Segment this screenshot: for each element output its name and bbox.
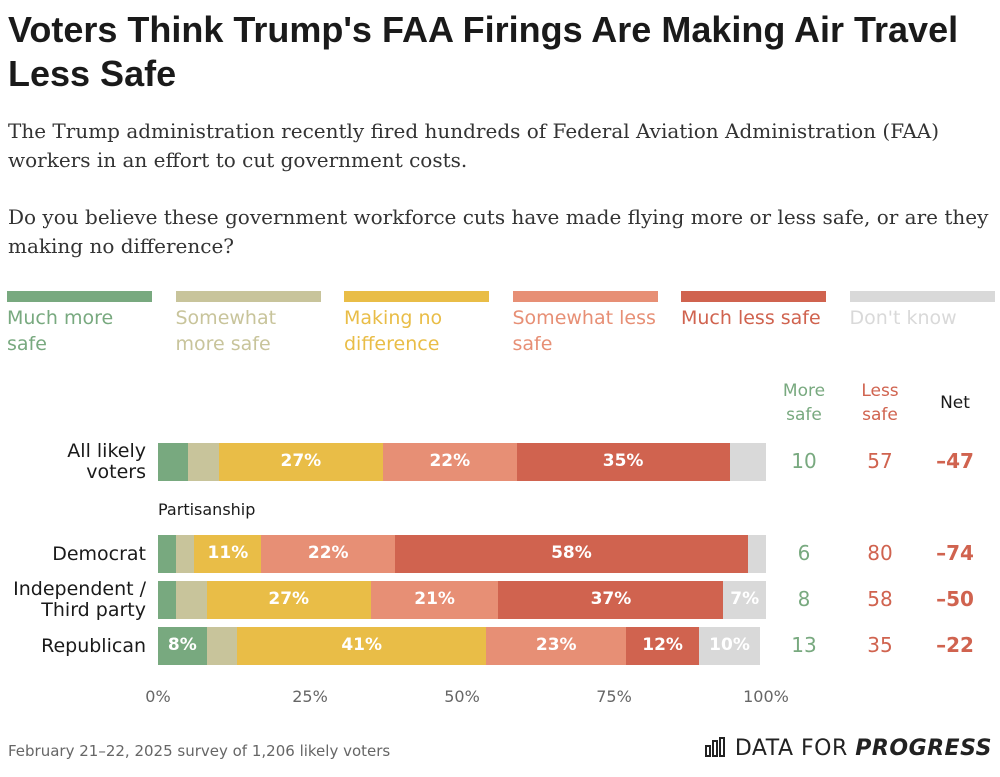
bar-segment [176, 535, 195, 573]
value-label: 8% [167, 635, 197, 655]
bar-segment [747, 535, 766, 573]
chart-title: Voters Think Trump's FAA Firings Are Mak… [8, 9, 959, 94]
column-value: –74 [936, 541, 974, 565]
value-label: 41% [341, 635, 383, 655]
column-value: 13 [791, 633, 817, 657]
legend-label: Making no difference [344, 307, 443, 355]
bar-segment [261, 535, 396, 573]
bar-segment [206, 627, 238, 665]
bar-segment [218, 443, 383, 481]
category-label: All likely voters [67, 440, 146, 483]
bar-segment [382, 443, 517, 481]
legend-label: Somewhat less safe [512, 307, 656, 355]
column-header: Less safe [861, 381, 899, 425]
legend-label: Much more safe [7, 307, 114, 355]
category-label: Democrat [52, 542, 146, 565]
value-label: 21% [414, 589, 455, 609]
logo: DATA FOR PROGRESS [705, 736, 992, 761]
column-header: More safe [782, 381, 826, 425]
category-label: Republican [41, 634, 146, 657]
column-value: 80 [867, 541, 893, 565]
value-label: 58% [551, 543, 592, 563]
value-label: 37% [590, 589, 632, 609]
x-tick-label: 0% [145, 687, 171, 706]
value-label: 35% [602, 451, 644, 471]
category-label: Independent / Third party [13, 578, 146, 621]
value-label: 10% [709, 635, 750, 655]
column-value: –50 [936, 587, 974, 611]
bar-segment [158, 443, 189, 481]
value-label: 12% [642, 635, 683, 655]
bar-segment [188, 443, 219, 481]
footer-note: February 21–22, 2025 survey of 1,206 lik… [8, 742, 391, 760]
value-label: 22% [429, 451, 471, 471]
column-value: 58 [867, 587, 893, 611]
x-tick-label: 25% [292, 687, 328, 706]
bar-segment [486, 627, 627, 665]
subtitle: The Trump administration recently fired … [8, 119, 940, 172]
value-label: 27% [268, 589, 310, 609]
bar-segment [516, 443, 730, 481]
column-value: 35 [867, 633, 893, 657]
bar-segment [237, 627, 487, 665]
value-label: 23% [535, 635, 577, 655]
x-tick-label: 100% [743, 687, 789, 706]
bar-segment [395, 535, 748, 573]
legend-swatch [175, 291, 321, 302]
logo-emphasis: PROGRESS [855, 736, 992, 761]
logo-text: DATA FOR [734, 736, 848, 761]
bar-segment [723, 581, 766, 619]
legend-swatch [344, 291, 489, 302]
legend-swatch [7, 291, 152, 302]
column-value: –47 [936, 449, 974, 473]
x-tick-label: 75% [596, 687, 632, 706]
column-header: Net [940, 393, 970, 413]
bar-segment [729, 443, 766, 481]
legend-label: Don't know [849, 307, 957, 329]
bar-segment [699, 627, 760, 665]
column-value: –22 [936, 633, 974, 657]
column-value: 10 [791, 449, 817, 473]
bar-segment [158, 627, 207, 665]
value-label: 7% [730, 589, 760, 609]
column-value: 6 [797, 541, 811, 565]
bar-segment [158, 581, 177, 619]
value-label: 22% [307, 543, 349, 563]
legend-label: Somewhat more safe [175, 307, 277, 355]
legend-swatch [849, 291, 995, 302]
x-tick-label: 50% [444, 687, 480, 706]
bar-segment [626, 627, 700, 665]
column-value: 57 [867, 449, 893, 473]
bar-segment [158, 535, 177, 573]
bar-segment [206, 581, 371, 619]
legend-swatch [512, 291, 658, 302]
question: Do you believe these government workforc… [8, 205, 989, 258]
bar-segment [176, 581, 207, 619]
bar-segment [194, 535, 262, 573]
legend-label: Much less safe [681, 307, 821, 329]
legend-swatch [681, 291, 826, 302]
column-value: 8 [797, 587, 811, 611]
group-label: Partisanship [158, 500, 256, 519]
logo-icon [705, 737, 726, 757]
bar-segment [370, 581, 499, 619]
value-label: 11% [207, 543, 249, 563]
value-label: 27% [280, 451, 322, 471]
bar-segment [498, 581, 724, 619]
